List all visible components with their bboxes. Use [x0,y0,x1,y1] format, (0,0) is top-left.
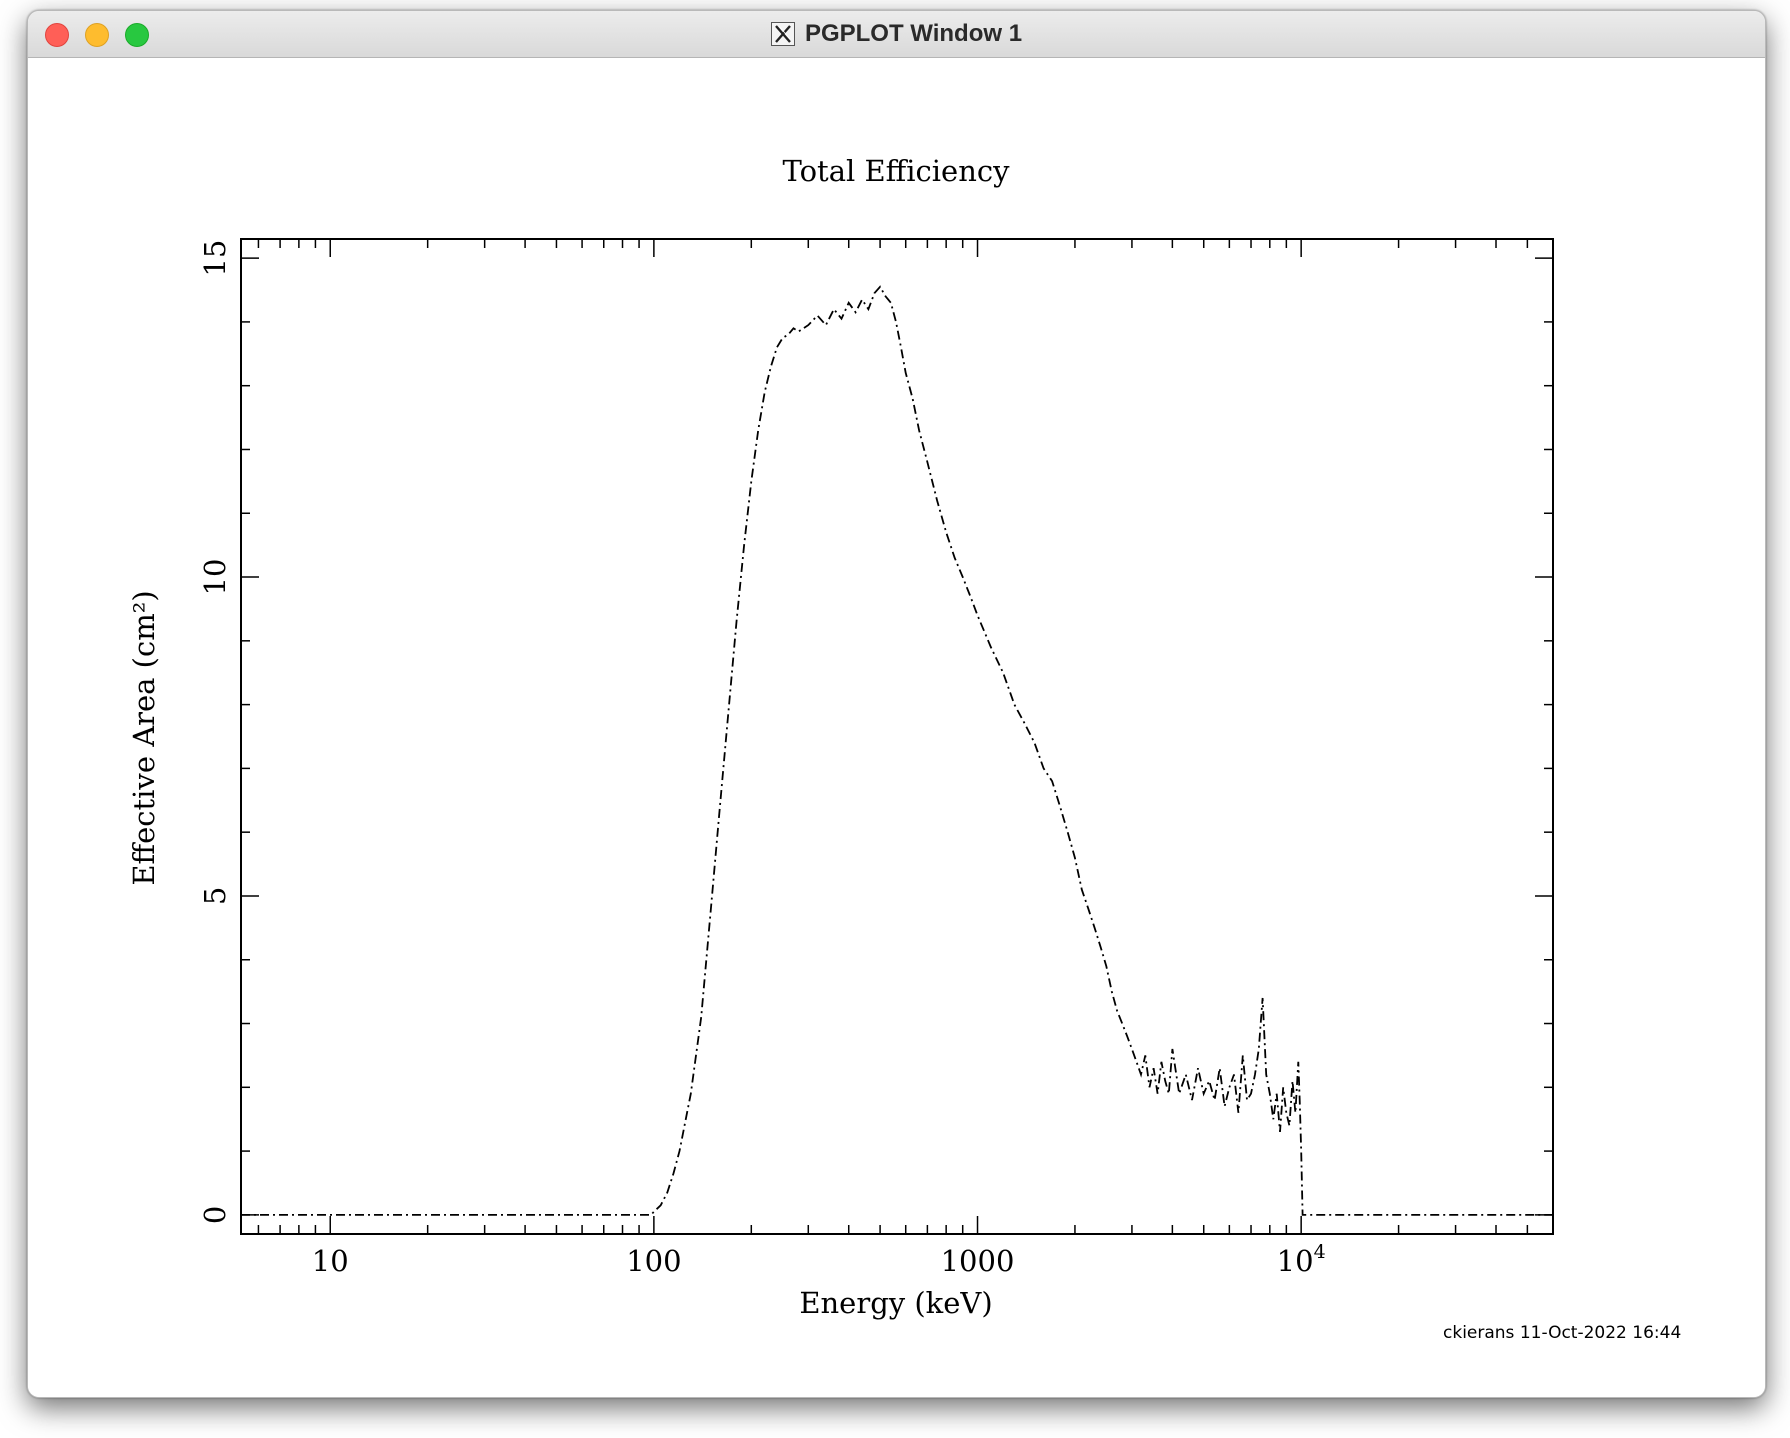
x-axis-ticks [257,239,1554,1234]
y-tick-label: 15 [198,240,232,277]
title-bar[interactable]: PGPLOT Window 1 [28,11,1765,58]
plot-area: Total Efficiency 10 100 1000 104 0 5 10 15 Ene… [28,58,1765,1397]
pgplot-window: PGPLOT Window 1 Total Efficiency 10 100 10… [27,10,1766,1398]
x-tick-label: 104 [1277,1241,1326,1278]
x-tick-label: 1000 [941,1244,1015,1278]
chart-title: Total Efficiency [782,154,1010,188]
y-axis-label: Effective Area (cm²) [127,590,161,885]
footer-timestamp: 11-Oct-2022 16:44 [1519,1323,1682,1343]
plot-footer: ckierans 11-Oct-2022 16:44 [1443,1323,1681,1343]
y-tick-label: 5 [198,887,232,905]
x-tick-exponent: 4 [1314,1241,1326,1263]
x-tick-label: 100 [626,1244,681,1278]
y-tick-label: 0 [198,1206,232,1224]
footer-user: ckierans [1443,1323,1515,1343]
minimize-button[interactable] [85,23,109,47]
title-group: PGPLOT Window 1 [28,11,1765,57]
x11-icon [770,22,795,46]
x-tick-label: 10 [312,1244,349,1278]
y-tick-label: 10 [198,559,232,596]
y-axis-ticks [241,257,1553,1216]
x-axis-label: Energy (keV) [799,1286,992,1320]
plot-frame [240,238,1554,1235]
close-button[interactable] [45,23,69,47]
zoom-button[interactable] [125,23,149,47]
efficiency-chart: Total Efficiency 10 100 1000 104 0 5 10 15 Ene… [127,154,1554,1320]
y-axis-tick-labels: 0 5 10 15 [198,240,232,1224]
efficiency-curve [241,285,1553,1216]
x-axis-tick-labels: 10 100 1000 104 [312,1241,1326,1278]
window-title: PGPLOT Window 1 [804,20,1023,47]
